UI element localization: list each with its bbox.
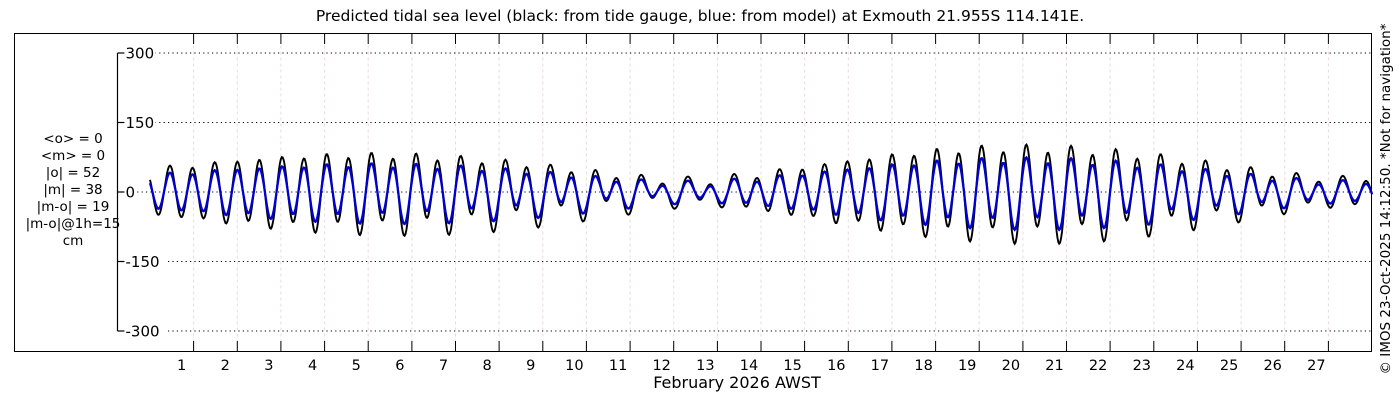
stats-block: <o> = 0 <m> = 0 |o| = 52 |m| = 38 |m-o| … — [0, 131, 146, 250]
y-tick-label: -150 — [126, 253, 160, 271]
x-tick-label: 7 — [438, 358, 449, 374]
x-axis-label: February 2026 AWST — [653, 373, 821, 392]
x-tick-label: 3 — [264, 358, 274, 374]
stat-abs-model: |m| = 38 — [43, 182, 103, 198]
x-tick-label: 14 — [739, 358, 759, 374]
x-tick-label: 15 — [783, 358, 802, 374]
x-tick-label: 27 — [1307, 358, 1326, 374]
x-tick-label: 8 — [482, 358, 492, 374]
x-tick-label: 17 — [870, 358, 890, 374]
x-tick-label: 16 — [827, 358, 846, 374]
chart-title: Predicted tidal sea level (black: from t… — [315, 7, 1085, 25]
x-tick-label: 13 — [696, 358, 715, 374]
x-tick-label: 20 — [1001, 358, 1021, 374]
y-tick-label-mask — [124, 114, 156, 131]
x-tick-label: 2 — [220, 358, 230, 374]
x-tick-label: 1 — [176, 358, 187, 374]
y-tick-label-mask — [124, 184, 137, 200]
x-tick-label: 4 — [307, 358, 318, 374]
stat-mean-model: <m> = 0 — [40, 148, 106, 164]
stat-abs-diff: |m-o| = 19 — [36, 199, 110, 215]
x-tick-label: 18 — [914, 358, 933, 374]
stat-mean-obs: <o> = 0 — [43, 131, 103, 147]
stat-unit: cm — [62, 233, 84, 249]
x-tick-label: 22 — [1088, 358, 1108, 374]
x-tick-label: 25 — [1219, 358, 1239, 374]
stat-abs-obs: |o| = 52 — [45, 165, 101, 181]
x-tick-label: 6 — [395, 358, 405, 374]
y-tick-label: 300 — [126, 45, 155, 63]
series-model — [148, 155, 1374, 232]
x-tick-label: 12 — [652, 358, 671, 374]
x-tick-label: 10 — [565, 358, 584, 374]
y-tick-label-mask — [124, 323, 166, 339]
x-tick-label: 11 — [608, 358, 628, 374]
x-tick-label: 23 — [1132, 358, 1152, 374]
stat-abs-diff-1h: |m-o|@1h=15 — [25, 216, 121, 232]
x-tick-label: 19 — [957, 358, 977, 374]
y-tick-label-mask — [124, 45, 156, 61]
x-tick-label: 21 — [1045, 358, 1064, 374]
y-tick-label: -300 — [126, 323, 160, 341]
y-tick-label: 0 — [126, 184, 136, 202]
x-tick-label: 24 — [1176, 358, 1195, 374]
y-tick-label: 150 — [126, 114, 155, 132]
y-tick-label-mask — [124, 253, 166, 270]
credit-watermark: © IMOS 23-Oct-2025 14:12:50. *Not for na… — [1378, 23, 1394, 375]
x-tick-label: 5 — [351, 358, 361, 374]
x-tick-label: 26 — [1263, 358, 1282, 374]
x-tick-label: 9 — [526, 358, 536, 374]
